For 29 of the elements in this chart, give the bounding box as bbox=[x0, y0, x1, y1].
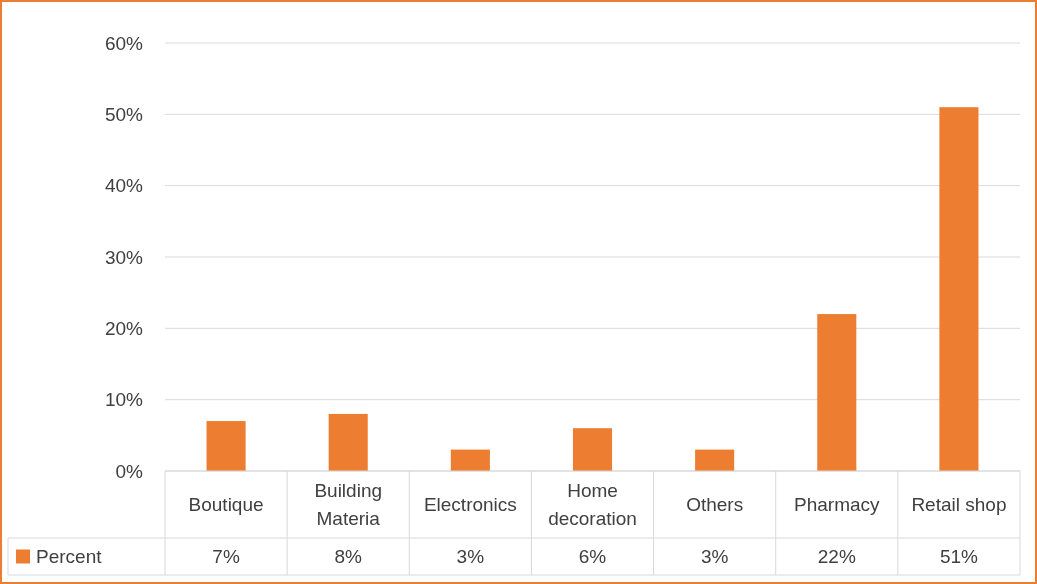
bar bbox=[939, 107, 979, 471]
x-tick-label: Building Materia bbox=[314, 480, 383, 530]
bar bbox=[572, 428, 613, 471]
data-label: 7% bbox=[212, 546, 240, 568]
x-tick-label: Electronics bbox=[423, 494, 517, 516]
bar bbox=[817, 314, 857, 471]
x-tick-label: Others bbox=[686, 494, 744, 516]
bar bbox=[450, 449, 490, 471]
x-tick-label: Retail shop bbox=[911, 494, 1007, 516]
x-tick-label: Pharmacy bbox=[794, 494, 881, 516]
bar bbox=[206, 421, 246, 471]
y-tick-label: 50% bbox=[104, 103, 144, 125]
y-tick-label: 30% bbox=[104, 246, 144, 268]
legend-label: Percent bbox=[36, 546, 103, 568]
data-label: 8% bbox=[334, 546, 363, 568]
bar bbox=[328, 413, 368, 471]
data-label: 3% bbox=[700, 546, 729, 568]
data-label: 22% bbox=[817, 546, 856, 568]
y-tick-label: 20% bbox=[104, 317, 144, 339]
y-tick-label: 60% bbox=[104, 32, 144, 54]
x-tick-label: Home decoration bbox=[548, 480, 637, 530]
y-tick-label: 0% bbox=[115, 460, 144, 482]
x-tick-label: Boutique bbox=[188, 494, 264, 516]
data-label: 3% bbox=[456, 546, 485, 568]
y-tick-label: 10% bbox=[104, 389, 144, 411]
bar bbox=[695, 449, 735, 471]
data-label: 6% bbox=[578, 546, 607, 568]
y-tick-label: 40% bbox=[104, 175, 144, 197]
data-label: 51% bbox=[939, 546, 979, 568]
